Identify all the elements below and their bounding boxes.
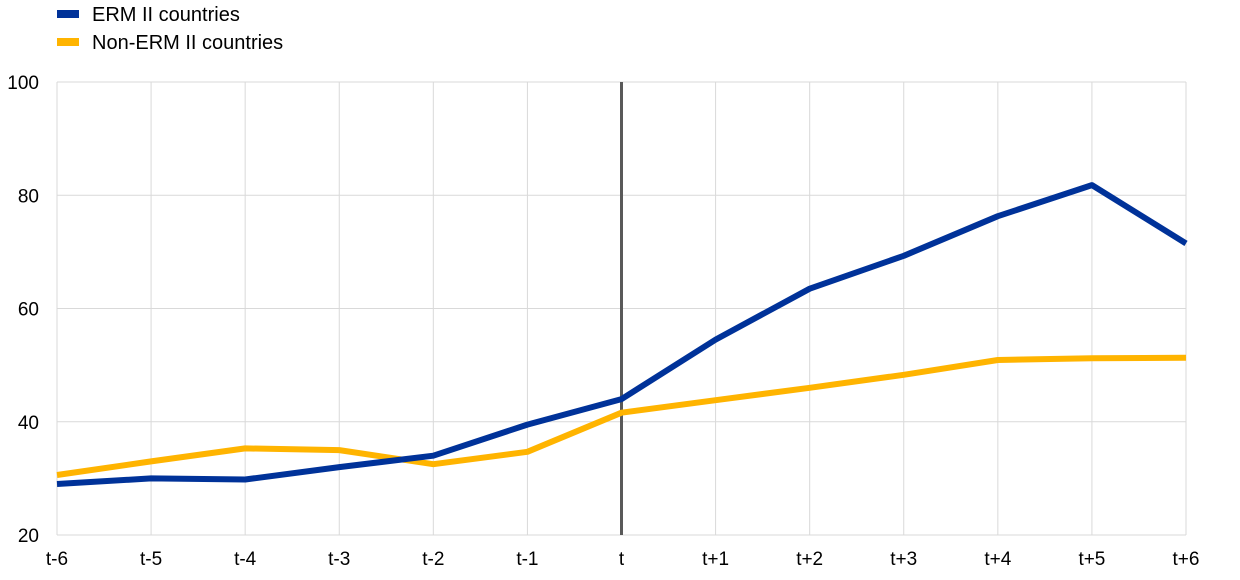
x-tick-label: t-5	[140, 549, 162, 570]
legend-label: Non-ERM II countries	[92, 32, 283, 54]
x-tick-label: t-1	[516, 549, 538, 570]
x-axis-ticks: t-6 t-5 t-4 t-3 t-2 t-1 t t+1 t+2 t+3 t+4 t+5 t+6	[46, 549, 1200, 570]
y-axis-ticks: 20 40 60 80 100	[7, 73, 39, 547]
legend: ERM II countries Non-ERM II countries	[57, 4, 283, 54]
x-tick-label: t+1	[702, 549, 729, 570]
legend-swatch	[57, 38, 79, 46]
x-tick-label: t+5	[1078, 549, 1105, 570]
legend-swatch	[57, 10, 79, 18]
x-tick-label: t-3	[328, 549, 350, 570]
x-tick-label: t+6	[1173, 549, 1200, 570]
legend-label: ERM II countries	[92, 4, 240, 26]
x-tick-label: t+3	[890, 549, 917, 570]
series-lines	[56, 182, 1188, 487]
x-tick-label: t-6	[46, 549, 68, 570]
y-tick-label: 20	[18, 526, 39, 547]
y-tick-label: 40	[18, 413, 39, 434]
x-tick-label: t+2	[796, 549, 823, 570]
x-tick-label: t	[619, 549, 625, 570]
y-tick-label: 100	[7, 73, 39, 94]
y-tick-label: 80	[18, 186, 39, 207]
x-tick-label: t-2	[422, 549, 444, 570]
x-tick-label: t-4	[234, 549, 257, 570]
y-tick-label: 60	[18, 300, 39, 321]
x-tick-label: t+4	[984, 549, 1011, 570]
